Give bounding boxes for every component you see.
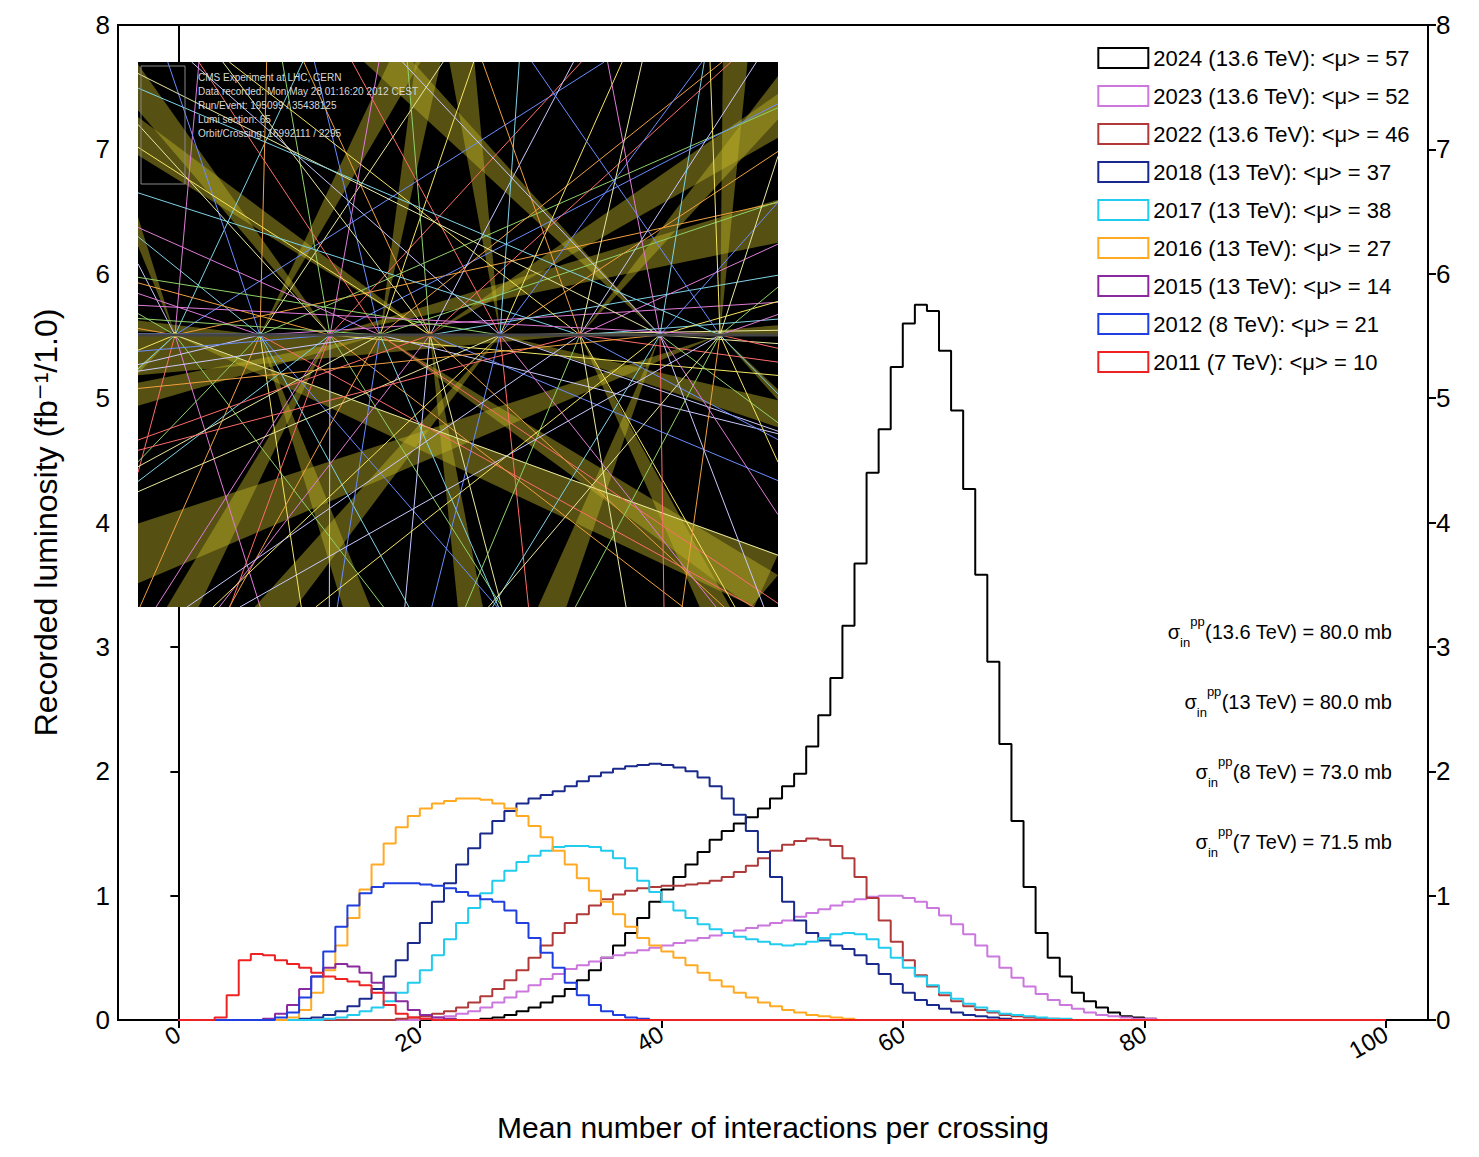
svg-text:60: 60 xyxy=(873,1020,910,1057)
svg-text:(8 TeV) = 73.0 mb: (8 TeV) = 73.0 mb xyxy=(1233,761,1392,783)
svg-text:(7 TeV) = 71.5 mb: (7 TeV) = 71.5 mb xyxy=(1233,831,1392,853)
svg-text:pp: pp xyxy=(1218,824,1232,839)
svg-text:6: 6 xyxy=(96,259,110,289)
svg-text:4: 4 xyxy=(1436,508,1450,538)
svg-text:2015 (13 TeV): <μ> = 14: 2015 (13 TeV): <μ> = 14 xyxy=(1153,274,1391,299)
svg-text:Mean number of interactions pe: Mean number of interactions per crossing xyxy=(497,1111,1049,1144)
svg-text:Run/Event: 195099 / 35438125: Run/Event: 195099 / 35438125 xyxy=(198,100,337,111)
svg-text:1: 1 xyxy=(96,881,110,911)
svg-text:40: 40 xyxy=(631,1020,668,1057)
svg-text:5: 5 xyxy=(1436,383,1450,413)
svg-text:2012 (8 TeV): <μ> = 21: 2012 (8 TeV): <μ> = 21 xyxy=(1153,312,1379,337)
svg-text:20: 20 xyxy=(390,1020,427,1057)
svg-text:σ: σ xyxy=(1168,621,1181,643)
svg-text:pp: pp xyxy=(1207,684,1221,699)
svg-text:σ: σ xyxy=(1184,691,1197,713)
svg-text:Lumi section: 65: Lumi section: 65 xyxy=(198,114,271,125)
svg-text:7: 7 xyxy=(96,134,110,164)
svg-text:2018 (13 TeV): <μ> = 37: 2018 (13 TeV): <μ> = 37 xyxy=(1153,160,1391,185)
svg-text:2: 2 xyxy=(1436,756,1450,786)
svg-text:4: 4 xyxy=(96,508,110,538)
svg-text:Recorded luminosity (fb⁻¹/1.0): Recorded luminosity (fb⁻¹/1.0) xyxy=(28,309,64,737)
svg-text:0: 0 xyxy=(96,1005,110,1035)
svg-text:7: 7 xyxy=(1436,134,1450,164)
svg-text:in: in xyxy=(1208,845,1218,860)
svg-text:2016 (13 TeV): <μ> = 27: 2016 (13 TeV): <μ> = 27 xyxy=(1153,236,1391,261)
svg-text:Data recorded: Mon May 28 01:1: Data recorded: Mon May 28 01:16:20 2012 … xyxy=(198,86,418,97)
svg-text:5: 5 xyxy=(96,383,110,413)
svg-text:6: 6 xyxy=(1436,259,1450,289)
svg-text:(13.6 TeV) = 80.0 mb: (13.6 TeV) = 80.0 mb xyxy=(1205,621,1392,643)
svg-text:2017 (13 TeV): <μ> = 38: 2017 (13 TeV): <μ> = 38 xyxy=(1153,198,1391,223)
svg-text:3: 3 xyxy=(96,632,110,662)
svg-text:8: 8 xyxy=(96,10,110,40)
svg-text:in: in xyxy=(1197,705,1207,720)
svg-text:3: 3 xyxy=(1436,632,1450,662)
svg-text:σ: σ xyxy=(1196,831,1209,853)
svg-text:0: 0 xyxy=(160,1020,185,1050)
svg-text:2011 (7 TeV): <μ> = 10: 2011 (7 TeV): <μ> = 10 xyxy=(1153,350,1377,375)
svg-text:σ: σ xyxy=(1196,761,1209,783)
svg-text:0: 0 xyxy=(1436,1005,1450,1035)
svg-text:pp: pp xyxy=(1218,754,1232,769)
svg-text:Orbit/Crossing: 16992111 / 229: Orbit/Crossing: 16992111 / 2295 xyxy=(198,128,341,139)
svg-text:2023 (13.6 TeV): <μ> = 52: 2023 (13.6 TeV): <μ> = 52 xyxy=(1153,84,1409,109)
svg-text:CMS Experiment at LHC, CERN: CMS Experiment at LHC, CERN xyxy=(198,72,341,83)
svg-text:100: 100 xyxy=(1344,1020,1392,1063)
svg-text:1: 1 xyxy=(1436,881,1450,911)
svg-text:in: in xyxy=(1180,635,1190,650)
svg-text:2022 (13.6 TeV): <μ> = 46: 2022 (13.6 TeV): <μ> = 46 xyxy=(1153,122,1409,147)
svg-text:2024 (13.6 TeV): <μ> = 57: 2024 (13.6 TeV): <μ> = 57 xyxy=(1153,46,1409,71)
svg-text:80: 80 xyxy=(1114,1020,1151,1057)
svg-text:(13 TeV) = 80.0 mb: (13 TeV) = 80.0 mb xyxy=(1222,691,1392,713)
svg-text:pp: pp xyxy=(1190,614,1204,629)
svg-text:2: 2 xyxy=(96,756,110,786)
svg-text:8: 8 xyxy=(1436,10,1450,40)
svg-text:in: in xyxy=(1208,775,1218,790)
